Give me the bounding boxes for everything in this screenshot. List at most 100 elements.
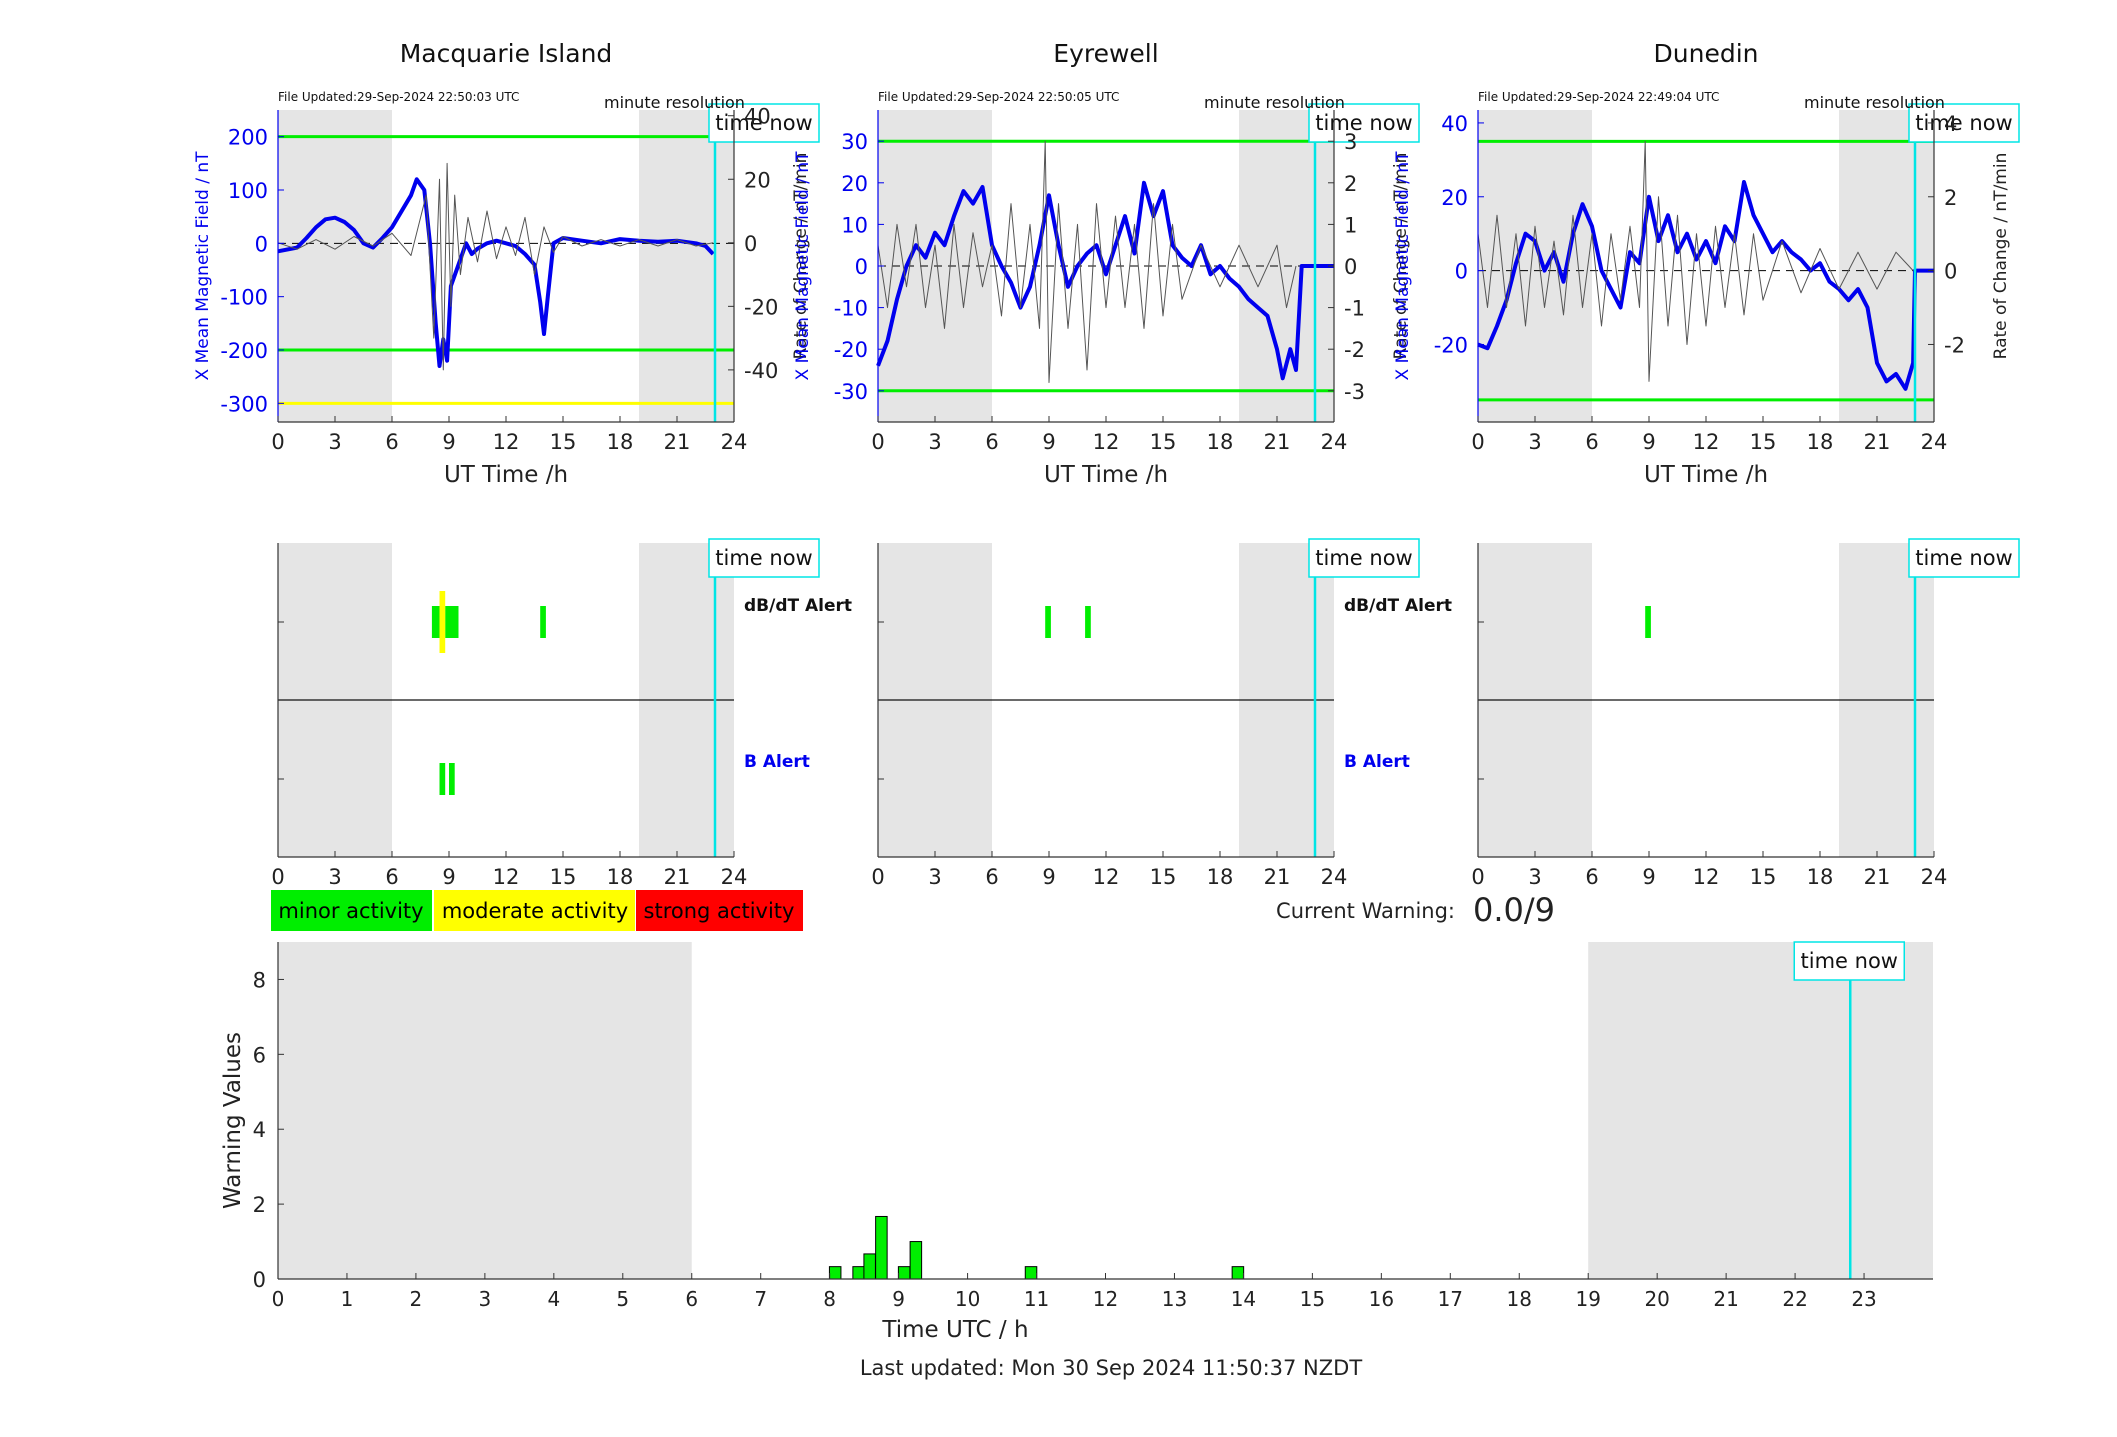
x-tick-label: 6	[385, 430, 398, 454]
current-warning-value: 0.0/9	[1473, 891, 1555, 929]
b-alert-bar	[439, 763, 446, 795]
resolution-label: minute resolution	[1204, 93, 1345, 112]
y-tick-label: -10	[834, 297, 868, 321]
warning-bar	[897, 1266, 911, 1280]
x-axis-title: UT Time /h	[1644, 462, 1768, 488]
x-tick-label: 6	[685, 1287, 698, 1311]
x-tick-label: 6	[1585, 430, 1598, 454]
x-tick-label: 18	[1807, 865, 1834, 889]
resolution-label: minute resolution	[1804, 93, 1945, 112]
x-tick-label: 3	[328, 865, 341, 889]
warning-bar	[863, 1253, 876, 1280]
y-right-tick-label: 0	[1944, 260, 1957, 284]
x-tick-label: 12	[1093, 430, 1120, 454]
y-right-tick-label: 0	[1344, 255, 1357, 279]
rate-of-change-line	[1477, 140, 1914, 382]
time-now-box	[1308, 538, 1420, 578]
x-tick-label: 0	[1471, 430, 1484, 454]
y-right-axis-title: Rate of Change / nT/min	[791, 153, 811, 360]
x-tick-label: 12	[1093, 1287, 1118, 1311]
x-tick-label: 6	[385, 865, 398, 889]
x-tick-label: 15	[1150, 865, 1177, 889]
x-tick-label: 0	[272, 1287, 285, 1311]
x-tick-label: 3	[928, 430, 941, 454]
x-tick-label: 18	[1207, 865, 1234, 889]
x-tick-label: 3	[328, 430, 341, 454]
x-tick-label: 15	[1750, 430, 1777, 454]
x-tick-label: 1	[341, 1287, 354, 1311]
time-now-label: time now	[1315, 546, 1412, 570]
legend-moderate-swatch	[434, 890, 635, 931]
y-tick-label: 20	[1441, 186, 1468, 210]
x-tick-label: 24	[721, 865, 748, 889]
legend-moderate-label: moderate activity	[442, 899, 628, 923]
x-tick-label: 0	[271, 430, 284, 454]
y-tick-label: 200	[228, 126, 268, 150]
file-updated-label: File Updated:29-Sep-2024 22:49:04 UTC	[1478, 90, 1719, 104]
y-tick-label: 40	[1441, 112, 1468, 136]
x-tick-label: 8	[823, 1287, 836, 1311]
y-right-axis-title: Rate of Change / nT/min	[1991, 153, 2011, 360]
y-tick-label: -20	[1434, 333, 1468, 357]
y-right-tick-label: 2	[1944, 186, 1957, 210]
y-tick-label: 20	[841, 172, 868, 196]
time-now-label: time now	[715, 546, 812, 570]
time-now-label: time now	[1315, 111, 1412, 135]
x-tick-label: 9	[1642, 865, 1655, 889]
x-tick-label: 18	[607, 865, 634, 889]
x-tick-label: 15	[1150, 430, 1177, 454]
x-tick-label: 6	[985, 865, 998, 889]
x-tick-label: 9	[1042, 865, 1055, 889]
y-tick-label: 0	[1455, 260, 1468, 284]
current-warning-label: Current Warning:	[1276, 899, 1455, 923]
dbdt-alert-label: dB/dT Alert	[744, 596, 852, 616]
x-tick-label: 0	[871, 430, 884, 454]
time-now-box	[1308, 103, 1420, 143]
x-tick-label: 18	[1207, 430, 1234, 454]
y-tick-label: -300	[220, 392, 268, 416]
x-tick-label: 24	[1921, 865, 1948, 889]
x-tick-label: 9	[1642, 430, 1655, 454]
x-tick-label: 3	[1528, 865, 1541, 889]
activity-legend: minor activity moderate activity strong …	[271, 890, 803, 931]
warning-bar	[852, 1266, 865, 1280]
dbdt-alert-bar	[431, 606, 440, 638]
alert-chart-dunedin-alerts: time now 0 3 6 9 12 15 18 21 24	[1471, 538, 2020, 889]
x-tick-label: 3	[928, 865, 941, 889]
x-tick-label: 3	[479, 1287, 492, 1311]
x-tick-label: 20	[1644, 1287, 1669, 1311]
magnetic-field-line	[277, 177, 715, 368]
x-tick-label: 21	[664, 430, 691, 454]
y-tick-label: 100	[228, 179, 268, 203]
y-right-tick-label: -1	[1344, 297, 1365, 321]
y-tick-label: 4	[253, 1118, 266, 1142]
y-tick-label: -200	[220, 339, 268, 363]
station-title: Dunedin	[1654, 39, 1759, 68]
dbdt-alert-label: dB/dT Alert	[1344, 596, 1452, 616]
y-axis-title: Warning Values	[220, 1032, 246, 1209]
x-tick-label: 21	[1713, 1287, 1738, 1311]
night-shade	[278, 110, 392, 422]
alert-chart-macquarie-island-alerts: time now 0 3 6 9 12 15 18 21 24 dB/dT Alert B Alert	[271, 538, 852, 889]
time-now-box	[1908, 538, 2020, 578]
b-alert-label: B Alert	[744, 752, 810, 772]
dbdt-alert-bar	[445, 606, 459, 638]
y-right-axis-title: Rate of Change / nT/min	[1391, 153, 1411, 360]
warning-bar	[1231, 1266, 1245, 1280]
legend-minor-swatch	[271, 890, 432, 931]
y-tick-label: 0	[855, 255, 868, 279]
x-tick-label: 17	[1438, 1287, 1463, 1311]
y-right-tick-label: 2	[1344, 172, 1357, 196]
x-tick-label: 21	[1864, 865, 1891, 889]
warning-bar	[1024, 1266, 1038, 1280]
y-tick-label: -100	[220, 286, 268, 310]
rate-of-change-line	[877, 140, 1297, 383]
x-tick-label: 24	[721, 430, 748, 454]
y-right-tick-label: -3	[1344, 380, 1365, 404]
night-shade	[1588, 942, 1933, 1279]
